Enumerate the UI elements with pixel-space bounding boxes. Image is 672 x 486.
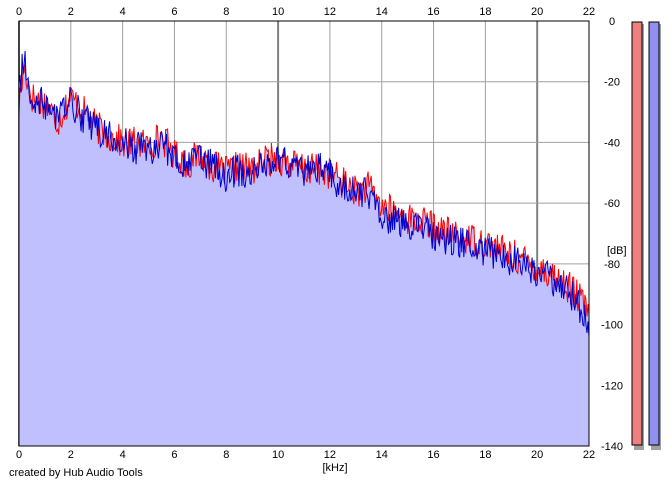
y-tick-label: -80 [604, 259, 620, 271]
x-tick-label: 8 [223, 6, 229, 18]
x-tick-label: 4 [120, 6, 126, 18]
y-tick-label: -140 [601, 441, 623, 453]
y-tick-label: -100 [601, 320, 623, 332]
x-tick-label: 0 [16, 449, 22, 461]
y-axis-label: [dB] [607, 245, 627, 257]
y-tick-label: -60 [604, 198, 620, 210]
x-tick-label: 6 [171, 6, 177, 18]
y-axis-ticks: 0 -20 -40 -60 -80 -100 -120 -140 [601, 16, 623, 453]
series-line-right [18, 51, 590, 337]
x-tick-label: 14 [376, 449, 388, 461]
x-axis-ticks-bottom: 0 2 4 6 8 10 12 14 16 18 20 22 [16, 449, 595, 461]
x-tick-label: 4 [120, 449, 126, 461]
y-tick-label: -40 [604, 137, 620, 149]
spectrum-series [18, 51, 590, 337]
x-tick-label: 14 [376, 6, 388, 18]
x-tick-label: 16 [427, 449, 439, 461]
x-axis-ticks-top: 0 2 4 6 8 10 12 14 16 18 20 22 [16, 6, 595, 18]
x-tick-label: 12 [324, 6, 336, 18]
x-tick-label: 22 [583, 449, 595, 461]
x-tick-label: 20 [531, 6, 543, 18]
x-tick-label: 12 [324, 449, 336, 461]
x-tick-label: 18 [479, 6, 491, 18]
x-tick-label: 6 [171, 449, 177, 461]
x-tick-label: 10 [272, 449, 284, 461]
x-tick-label: 16 [427, 6, 439, 18]
x-tick-label: 2 [68, 6, 74, 18]
x-axis-label: [kHz] [322, 462, 347, 474]
meter-left [631, 21, 643, 446]
y-tick-label: 0 [609, 16, 615, 28]
spectrum-fill-area [19, 51, 589, 446]
x-tick-label: 8 [223, 449, 229, 461]
y-tick-label: -20 [604, 77, 620, 89]
x-tick-label: 18 [479, 449, 491, 461]
x-tick-label: 20 [531, 449, 543, 461]
y-tick-label: -120 [601, 380, 623, 392]
level-meters [631, 21, 661, 450]
x-tick-label: 10 [272, 6, 284, 18]
x-tick-label: 22 [583, 6, 595, 18]
credit-text: created by Hub Audio Tools [9, 467, 143, 479]
plot-frame [18, 20, 590, 447]
meter-right [648, 21, 660, 446]
x-tick-label: 0 [16, 6, 22, 18]
x-tick-label: 2 [68, 449, 74, 461]
